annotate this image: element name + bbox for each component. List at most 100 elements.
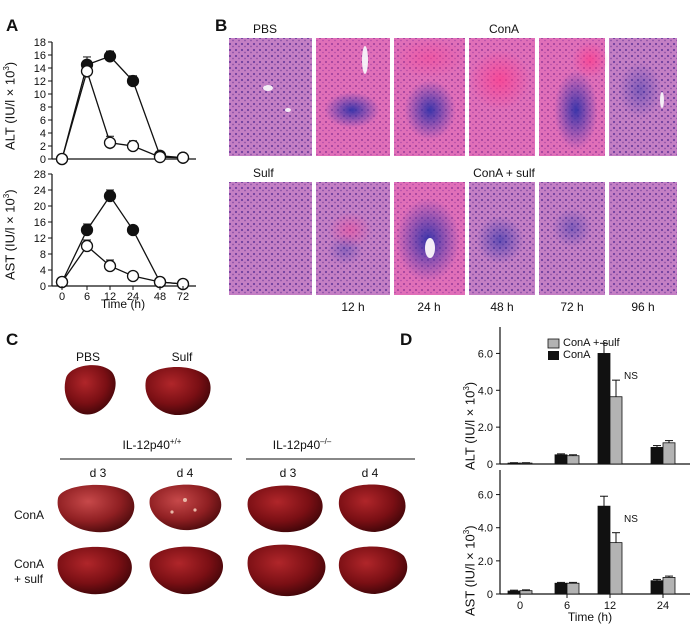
d-ast-x-tick-label: 12 xyxy=(604,600,616,612)
legend-label-cona: ConA xyxy=(563,349,591,361)
x-tick-label: 0 xyxy=(59,291,65,303)
label-c-sulf: Sulf xyxy=(171,350,193,364)
legend-swatch-cona xyxy=(548,351,559,360)
lesion-area xyxy=(552,208,592,248)
ast-bar-chart: 0 2.0 4.0 6.0 0 6 12 24 xyxy=(478,470,690,612)
d-alt-bar-cona-sulf xyxy=(609,396,623,465)
liver-wt-d4-cona-sulf xyxy=(149,546,224,595)
vessel-icon xyxy=(263,85,273,91)
lesion-area xyxy=(470,50,530,110)
ast-y-tick-label: 20 xyxy=(34,201,46,213)
ast-y-tick-label: 8 xyxy=(40,249,46,261)
label-day-ko-d3: d 3 xyxy=(279,466,297,480)
ns-label-ast: NS xyxy=(624,514,638,525)
d-alt-bar-cona xyxy=(507,462,521,465)
lesion-area xyxy=(324,92,380,128)
ast-point-filled xyxy=(126,223,140,237)
d-ast-x-tick-label: 24 xyxy=(657,600,669,612)
d-ast-y-tick-label: 2.0 xyxy=(478,556,493,568)
alt-y-tick-label: 6 xyxy=(40,115,46,127)
panel-a-x-axis-label: Time (h) xyxy=(100,297,146,311)
d-ast-y-tick-label: 6.0 xyxy=(478,490,493,502)
alt-point-open xyxy=(80,65,94,78)
liver-pbs xyxy=(64,365,116,415)
x-tick-label: 48 xyxy=(154,291,166,303)
panel-letter-c: C xyxy=(6,330,19,349)
time-label-96h: 96 h xyxy=(631,300,655,314)
d-ast-bar-cona xyxy=(597,505,611,595)
ast-y-tick-label: 12 xyxy=(34,233,46,245)
lesion-area xyxy=(476,216,524,264)
d-alt-bar-cona-sulf xyxy=(519,462,533,465)
label-cona-sulf: ConA + sulf xyxy=(473,166,535,180)
label-cona: ConA xyxy=(488,22,520,36)
d-alt-y-axis-label: ALT (IU/l × 103) xyxy=(462,381,478,470)
ast-point-open xyxy=(103,259,117,273)
d-alt-bar-cona xyxy=(554,454,568,465)
d-ast-x-tick-label: 6 xyxy=(564,600,570,612)
d-ast-bar-cona-sulf xyxy=(566,582,580,595)
ast-y-tick-label: 0 xyxy=(40,281,46,293)
histology-cona-sulf-96h xyxy=(609,182,677,295)
liver-ko-d3-cona-sulf xyxy=(247,544,326,597)
row-label-cona-sulf-2: + sulf xyxy=(14,572,44,586)
ast-point-filled xyxy=(103,189,117,203)
alt-y-tick-label: 2 xyxy=(40,141,46,153)
panel-letter-a: A xyxy=(6,16,19,35)
time-label-12h: 12 h xyxy=(341,300,365,314)
d-alt-bar-cona-sulf xyxy=(662,442,676,465)
lesion-area xyxy=(554,70,598,150)
label-day-wt-d4: d 4 xyxy=(176,466,194,480)
row-label-cona-sulf-1: ConA xyxy=(14,557,45,571)
x-tick-label: 72 xyxy=(177,291,189,303)
ast-point-open xyxy=(80,239,94,253)
time-label-24h: 24 h xyxy=(417,300,441,314)
d-ast-bar-cona-sulf xyxy=(662,577,676,595)
lesion-area xyxy=(618,62,662,118)
label-c-pbs: PBS xyxy=(75,350,101,364)
ast-y-tick-label: 4 xyxy=(40,265,46,277)
legend-label-cona-sulf: ConA + sulf xyxy=(563,337,620,349)
d-ast-bar-cona xyxy=(507,590,521,595)
legend-swatch-cona-sulf xyxy=(547,338,560,349)
alt-point-open xyxy=(103,136,117,149)
liver-ko-d4-cona xyxy=(338,484,406,532)
label-il12-wt: IL-12p40+/+ xyxy=(122,437,182,452)
d-alt-y-tick-label: 0 xyxy=(487,459,493,471)
panel-letter-b: B xyxy=(215,16,228,35)
row-label-cona: ConA xyxy=(14,508,45,522)
ast-y-tick-label: 28 xyxy=(34,169,46,181)
ast-point-filled xyxy=(80,223,94,237)
alt-y-tick-label: 10 xyxy=(34,89,46,101)
alt-point-filled xyxy=(103,50,117,63)
liver-sulf xyxy=(145,366,211,416)
histology-pbs xyxy=(229,38,312,156)
d-ast-y-axis-label: AST (IU/l × 103) xyxy=(462,525,478,616)
ast-y-tick-label: 24 xyxy=(34,185,46,197)
ns-label-alt: NS xyxy=(624,371,638,382)
ast-point-open xyxy=(126,269,140,283)
d-ast-bar-cona-sulf xyxy=(519,590,533,595)
d-ast-bar-cona-sulf xyxy=(609,542,623,595)
x-tick-label: 24 xyxy=(127,291,139,303)
ast-y-tick-label: 16 xyxy=(34,217,46,229)
d-ast-y-tick-label: 0 xyxy=(487,589,493,601)
alt-y-tick-label: 16 xyxy=(34,50,46,62)
x-tick-label: 6 xyxy=(84,291,90,303)
label-il12-ko: IL-12p40–/– xyxy=(272,437,332,452)
d-alt-y-tick-label: 6.0 xyxy=(478,348,493,360)
d-ast-y-tick-label: 4.0 xyxy=(478,523,493,535)
d-alt-y-tick-label: 2.0 xyxy=(478,422,493,434)
d-x-axis-label: Time (h) xyxy=(567,610,613,624)
liver-wt-d4-cona xyxy=(149,484,222,531)
d-alt-y-tick-label: 4.0 xyxy=(478,385,493,397)
alt-point-open xyxy=(153,150,167,164)
panel-letter-d: D xyxy=(400,330,413,349)
alt-y-tick-label: 12 xyxy=(34,76,46,88)
vessel-icon xyxy=(285,108,291,112)
